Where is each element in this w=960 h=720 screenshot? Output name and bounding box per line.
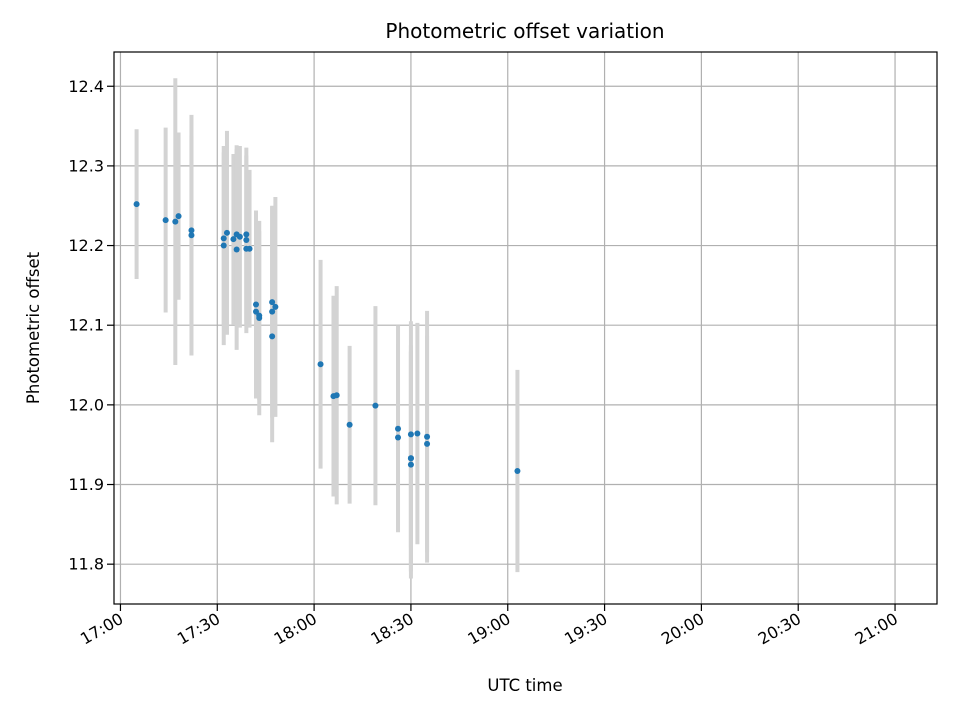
data-point [317,361,324,368]
data-point [253,301,260,308]
data-point [395,434,402,441]
data-point [424,440,431,447]
data-point [220,235,227,242]
y-tick-label: 12.3 [68,156,104,175]
data-point [407,461,414,468]
data-point [236,233,243,240]
data-point [162,217,169,224]
y-tick-label: 12.0 [68,395,104,414]
data-point [269,333,276,340]
y-axis: 11.8 11.9 12.0 12.1 12.2 12.3 12.4 [68,77,114,574]
data-point [188,232,195,239]
data-point [269,308,276,315]
data-point [514,467,521,474]
y-axis-label: Photometric offset [24,251,43,404]
data-point [395,425,402,432]
data-point [256,315,263,322]
data-point [414,430,421,437]
plot-frame [113,51,938,605]
data-point [188,227,195,234]
y-tick-label: 12.4 [68,77,104,96]
y-tick-label: 11.9 [68,475,104,494]
data-point [253,308,260,315]
data-point [133,201,140,208]
data-point [243,236,250,243]
data-point [230,236,237,243]
x-axis-label: UTC time [487,676,562,695]
data-point [175,213,182,220]
data-point [172,218,179,225]
data-point [246,245,253,252]
data-point [346,421,353,428]
data-point [407,431,414,438]
data-point [269,299,276,306]
y-tick-label: 12.2 [68,236,104,255]
data-point [372,402,379,409]
data-point [233,246,240,253]
y-tick-label: 12.1 [68,316,104,335]
data-point [407,455,414,462]
data-point [272,303,279,310]
chart-title: Photometric offset variation [385,19,664,43]
y-tick-label: 11.8 [68,555,104,574]
data-points [133,201,521,474]
plot-area [114,52,937,604]
data-point [424,433,431,440]
data-point [220,242,227,249]
data-point [333,392,340,399]
data-point [223,229,230,236]
data-point [243,231,250,238]
